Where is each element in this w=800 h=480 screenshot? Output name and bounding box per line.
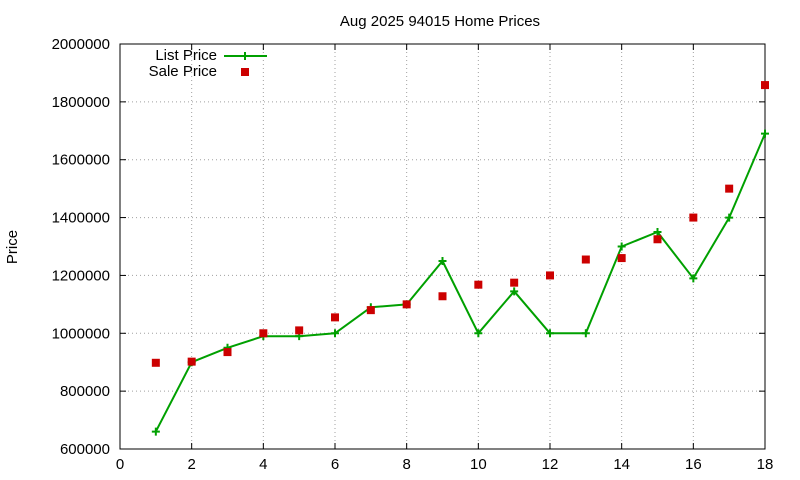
sale-price-point [402, 300, 411, 309]
list-price-point [510, 287, 519, 296]
list-price-point [617, 242, 626, 251]
x-tick-label: 14 [613, 456, 630, 473]
sale-price-point [438, 292, 447, 301]
list-price-point [689, 274, 698, 283]
sale-price-point [259, 329, 268, 338]
sale-price-point [474, 280, 483, 289]
list-price-line [154, 133, 766, 433]
sale-price-point [331, 313, 339, 322]
legend-label-list-price: List Price [155, 47, 217, 64]
list-price-point [474, 329, 483, 338]
sale-price-point [653, 235, 662, 244]
y-tick-label: 2000000 [52, 36, 110, 53]
list-price-point [331, 329, 339, 338]
x-tick-label: 2 [187, 456, 195, 473]
y-tick-label: 1600000 [52, 152, 110, 169]
legend: List Price Sale Price [149, 47, 267, 80]
sale-price-point [366, 306, 375, 315]
legend-marker-sale-price [241, 68, 249, 76]
sale-price-point [546, 271, 554, 280]
series [151, 81, 769, 436]
sale-price-point [187, 357, 196, 366]
list-price-point [653, 228, 662, 237]
legend-label-sale-price: Sale Price [149, 63, 217, 80]
x-tick-label: 18 [757, 456, 774, 473]
sale-price-point [689, 213, 698, 222]
sale-price-point [223, 348, 232, 357]
x-tick-label: 4 [259, 456, 267, 473]
y-tick-label: 1200000 [52, 267, 110, 284]
x-tick-label: 8 [402, 456, 410, 473]
sale-price-point [761, 81, 769, 90]
x-tick-label: 10 [470, 456, 487, 473]
sale-price-point [725, 184, 734, 193]
y-tick-label: 1800000 [52, 94, 110, 111]
x-tick-label: 0 [116, 456, 124, 473]
y-axis-label: Price [4, 230, 21, 264]
y-tick-label: 800000 [60, 383, 110, 400]
x-tick-label: 6 [331, 456, 339, 473]
list-price-point [581, 329, 590, 338]
x-tick-label: 16 [685, 456, 702, 473]
y-tick-label: 1000000 [52, 325, 110, 342]
list-price-point [438, 256, 447, 265]
sale-price-point [510, 278, 519, 287]
list-price-point [546, 329, 554, 338]
sale-price-point [151, 358, 160, 367]
x-tick-label: 12 [542, 456, 559, 473]
axis-ticks: 0 2 4 6 8 10 12 14 16 18 600000 800000 1000000 120000… [52, 36, 774, 473]
list-price-point [761, 129, 769, 138]
list-price-point [151, 427, 160, 436]
y-tick-label: 1400000 [52, 210, 110, 227]
list-price-point [725, 213, 734, 222]
sale-price-point [295, 326, 304, 335]
legend-marker-list-price [241, 52, 249, 60]
sale-price-point [581, 255, 590, 264]
plot-frame [119, 43, 766, 450]
y-tick-label: 600000 [60, 441, 110, 458]
sale-price-point [617, 254, 626, 263]
chart-title: Aug 2025 94015 Home Prices [340, 13, 540, 30]
